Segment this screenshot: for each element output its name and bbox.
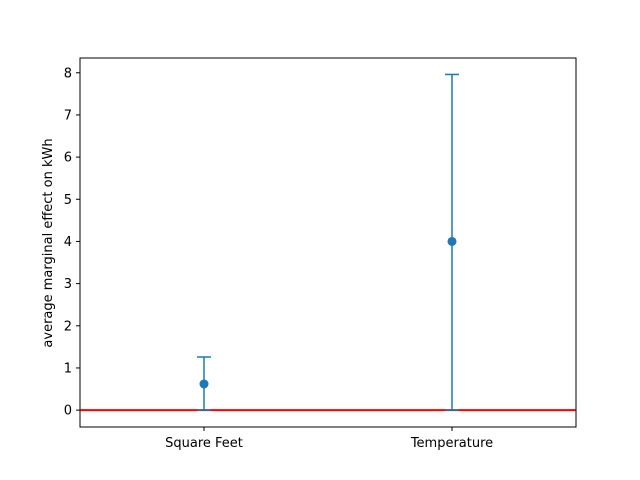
data-point-0 xyxy=(199,379,209,389)
y-tick-label-0: 0 xyxy=(64,404,72,419)
y-tick-label-2: 2 xyxy=(64,319,72,334)
y-tick-label-3: 3 xyxy=(64,277,72,292)
y-tick-label-7: 7 xyxy=(64,108,72,123)
x-tick-label-1: Temperature xyxy=(410,436,493,451)
y-tick-label-1: 1 xyxy=(64,361,72,376)
y-tick-label-5: 5 xyxy=(64,193,72,208)
y-tick-label-6: 6 xyxy=(64,151,72,166)
x-tick-label-0: Square Feet xyxy=(165,436,243,451)
y-tick-label-4: 4 xyxy=(64,235,72,250)
plot-area: 0 1 2 3 4 5 6 7 8 Square Feet Temperature xyxy=(64,57,577,451)
y-tick-label-8: 8 xyxy=(64,66,72,81)
data-point-1 xyxy=(447,236,457,246)
axes-frame xyxy=(79,57,577,428)
y-axis-label: average marginal effect on kWh xyxy=(41,138,56,347)
